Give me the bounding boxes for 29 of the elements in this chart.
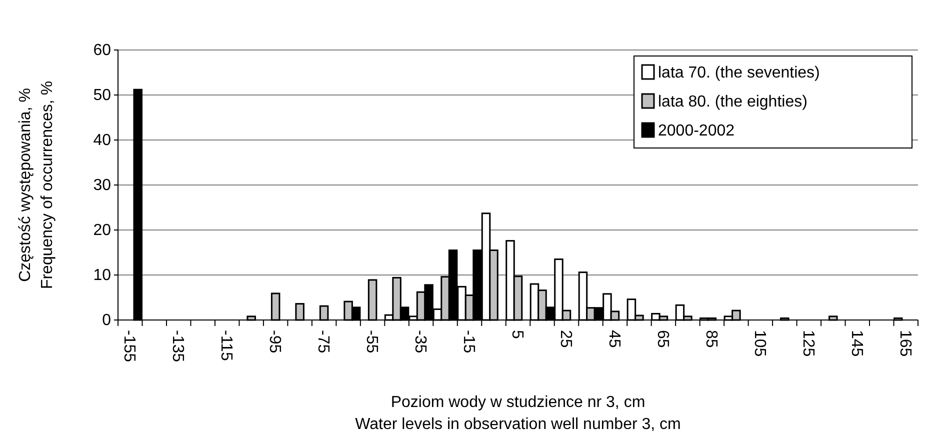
x-tick-label: -115 xyxy=(217,330,234,361)
y-tick-label: 0 xyxy=(102,312,112,330)
legend-label: lata 70. (the seventies) xyxy=(658,64,820,82)
x-tick-label: 65 xyxy=(654,330,671,348)
x-tick-label: -55 xyxy=(362,330,380,354)
y-tick-label: 30 xyxy=(93,177,112,194)
y-axis-title: Częstość występowania, % Frequency of occurrences, % xyxy=(17,80,56,290)
legend-label: lata 80. (the eighties) xyxy=(658,94,808,111)
x-tick-label: -95 xyxy=(266,330,283,354)
y-tick-label: 20 xyxy=(93,222,112,240)
y-tick-label: 40 xyxy=(93,132,112,150)
x-tick-label: 85 xyxy=(702,330,720,348)
y-tick-label: 60 xyxy=(93,42,112,60)
x-tick-label: -35 xyxy=(411,330,428,354)
x-tick-label: 25 xyxy=(556,330,574,348)
x-tick-label: 125 xyxy=(799,330,816,357)
y-tick-label: 10 xyxy=(93,267,112,284)
x-tick-label: 5 xyxy=(508,330,526,339)
x-tick-label: 145 xyxy=(848,330,865,357)
x-tick-label: -15 xyxy=(460,330,477,354)
x-tick-label: 45 xyxy=(605,330,622,348)
x-tick-label: -75 xyxy=(314,330,332,354)
x-tick-label: 165 xyxy=(896,330,914,357)
y-tick-label: 50 xyxy=(93,87,112,104)
x-tick-label: -155 xyxy=(120,330,138,362)
x-tick-label: 105 xyxy=(750,330,768,357)
legend-label: 2000-2002 xyxy=(658,122,735,140)
x-axis-title: Poziom wody w studzience nr 3, cm Water levels in observation well number 3, cm xyxy=(355,394,681,433)
x-tick-label: -135 xyxy=(169,330,186,362)
